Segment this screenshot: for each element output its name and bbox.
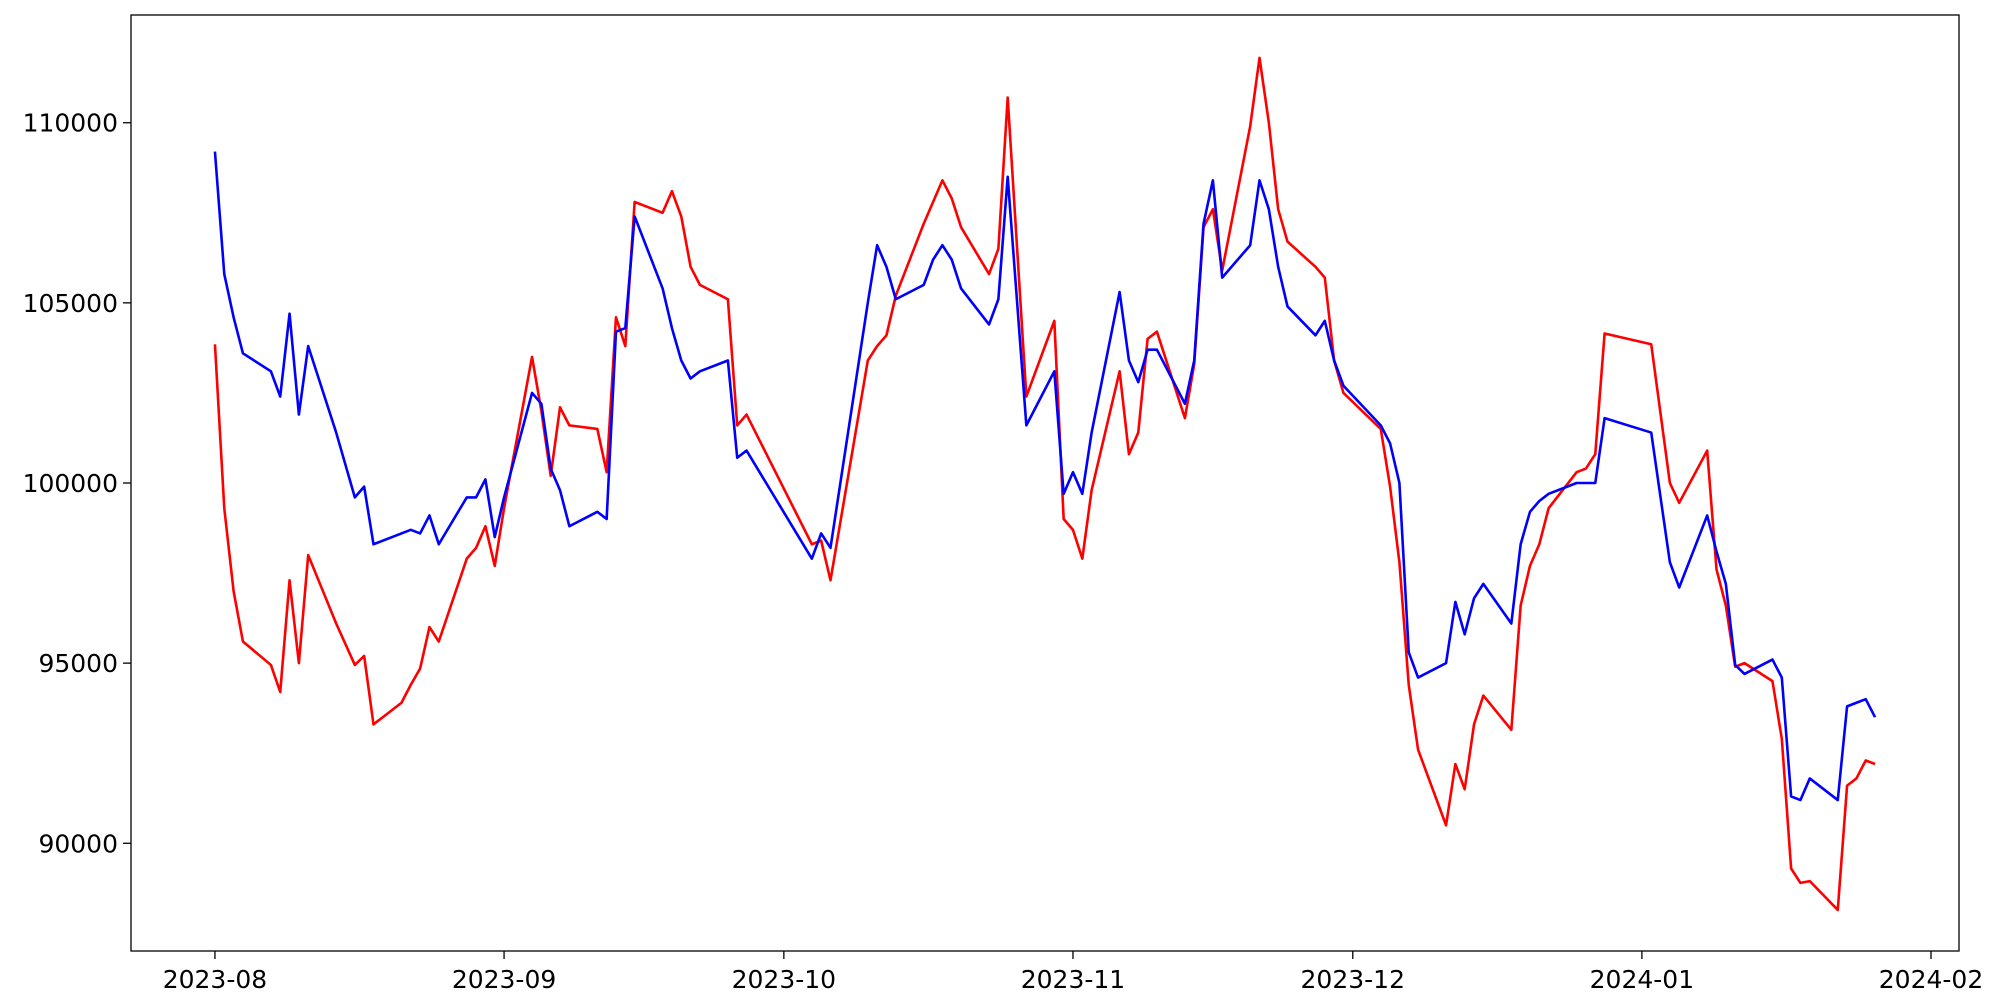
x-tick-label: 2023-12 (1301, 965, 1405, 994)
x-tick-label: 2023-10 (732, 965, 836, 994)
y-tick-label: 90000 (38, 829, 118, 858)
x-tick-label: 2023-09 (452, 965, 556, 994)
x-tick-label: 2024-01 (1590, 965, 1694, 994)
x-tick-label: 2023-08 (163, 965, 267, 994)
plot-frame (130, 14, 1960, 952)
y-tick-label: 110000 (23, 109, 118, 138)
y-tick-label: 100000 (23, 469, 118, 498)
data-line (213, 56, 1876, 912)
x-tick-label: 2023-11 (1021, 965, 1125, 994)
y-tick-label: 95000 (38, 649, 118, 678)
x-tick-label: 2024-02 (1879, 965, 1983, 994)
y-tick-label: 105000 (23, 289, 118, 318)
data-line (213, 151, 1877, 802)
